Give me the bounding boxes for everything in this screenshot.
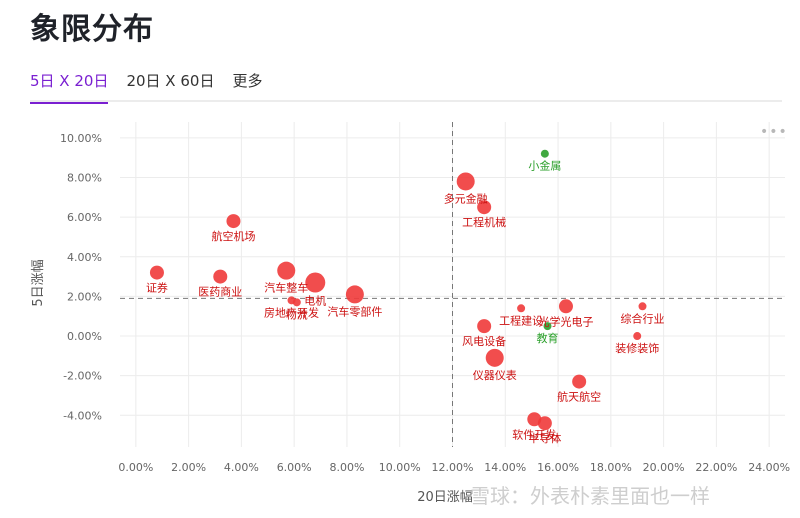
x-tick-label: 4.00% xyxy=(224,461,259,474)
x-tick-label: 18.00% xyxy=(590,461,632,474)
point-label: 航天航空 xyxy=(557,390,601,404)
point-label: 半导体 xyxy=(528,431,561,445)
y-tick-label: 4.00% xyxy=(67,251,102,264)
point-label: 小金属 xyxy=(528,159,561,173)
point-label: 汽车整车 xyxy=(264,281,308,295)
point-label: 电机 xyxy=(304,294,326,308)
point-label: 风电设备 xyxy=(462,334,506,348)
data-point[interactable] xyxy=(477,319,492,334)
point-label: 证券 xyxy=(146,281,168,295)
x-tick-label: 16.00% xyxy=(537,461,579,474)
data-point[interactable] xyxy=(213,269,228,284)
x-tick-label: 22.00% xyxy=(695,461,737,474)
x-tick-label: 14.00% xyxy=(484,461,526,474)
x-tick-label: 6.00% xyxy=(277,461,312,474)
data-point[interactable] xyxy=(543,322,552,331)
point-label: 光学光电子 xyxy=(538,314,593,328)
point-label: 物流 xyxy=(286,307,308,321)
data-point[interactable] xyxy=(572,374,587,389)
y-tick-label: 8.00% xyxy=(67,171,102,184)
point-label: 医药商业 xyxy=(198,285,242,299)
point-label: 综合行业 xyxy=(621,311,665,325)
y-tick-label: -4.00% xyxy=(63,409,102,422)
x-tick-label: 24.00% xyxy=(748,461,790,474)
data-points xyxy=(149,149,647,431)
x-tick-label: 8.00% xyxy=(329,461,364,474)
x-tick-label: 20.00% xyxy=(643,461,685,474)
data-point[interactable] xyxy=(477,200,492,215)
page-title: 象限分布 xyxy=(30,12,154,47)
x-tick-label: 12.00% xyxy=(432,461,474,474)
data-point[interactable] xyxy=(226,214,241,229)
point-label: 软件开发 xyxy=(512,427,556,441)
watermark: 雪球：外表朴素里面也一样 xyxy=(470,484,710,508)
grid-lines xyxy=(120,122,785,447)
point-label: 装修装饰 xyxy=(615,341,659,355)
data-point[interactable] xyxy=(149,265,164,280)
data-point[interactable] xyxy=(558,299,573,314)
crosshair-lines xyxy=(120,122,785,447)
point-label: 多元金融 xyxy=(444,191,488,205)
point-label: 教育 xyxy=(537,331,559,345)
tab-bar: 5日 X 20日 20日 X 60日 更多 xyxy=(30,64,263,104)
data-point[interactable] xyxy=(527,412,542,427)
tab-divider xyxy=(30,100,782,102)
data-point[interactable] xyxy=(638,302,647,311)
y-tick-label: 10.00% xyxy=(60,132,102,145)
data-point[interactable] xyxy=(485,348,504,367)
data-point[interactable] xyxy=(277,261,296,280)
point-label: 房地产开发 xyxy=(264,305,319,319)
x-axis-label: 20日涨幅 xyxy=(417,490,473,505)
point-label: 工程建设 xyxy=(499,313,543,327)
tab-5d-x-20d[interactable]: 5日 X 20日 xyxy=(30,64,109,104)
point-label: 汽车零部件 xyxy=(327,304,382,318)
y-axis-label: 5日涨幅 xyxy=(31,259,46,306)
data-point[interactable] xyxy=(292,298,301,307)
more-options-icon[interactable]: ••• xyxy=(760,124,788,140)
point-label: 工程机械 xyxy=(462,215,506,229)
x-tick-label: 10.00% xyxy=(379,461,421,474)
y-tick-label: 6.00% xyxy=(67,211,102,224)
data-point[interactable] xyxy=(345,285,364,304)
x-tick-label: 2.00% xyxy=(171,461,206,474)
y-tick-label: 2.00% xyxy=(67,290,102,303)
tick-labels: 0.00% 2.00% 4.00% 6.00% 8.00% 10.00% 12.00% 14.… xyxy=(60,132,790,474)
point-label: 仪器仪表 xyxy=(473,368,517,382)
data-point[interactable] xyxy=(537,416,552,431)
data-point[interactable] xyxy=(305,272,326,293)
x-tick-label: 0.00% xyxy=(118,461,153,474)
y-tick-label: 0.00% xyxy=(67,330,102,343)
point-label: 航空机场 xyxy=(211,229,255,243)
tab-20d-x-60d[interactable]: 20日 X 60日 xyxy=(126,72,215,90)
data-point[interactable] xyxy=(517,304,526,313)
data-point[interactable] xyxy=(633,332,642,341)
data-point[interactable] xyxy=(456,172,475,191)
tab-more[interactable]: 更多 xyxy=(232,72,263,90)
data-point[interactable] xyxy=(540,149,549,158)
y-tick-label: -2.00% xyxy=(63,370,102,383)
